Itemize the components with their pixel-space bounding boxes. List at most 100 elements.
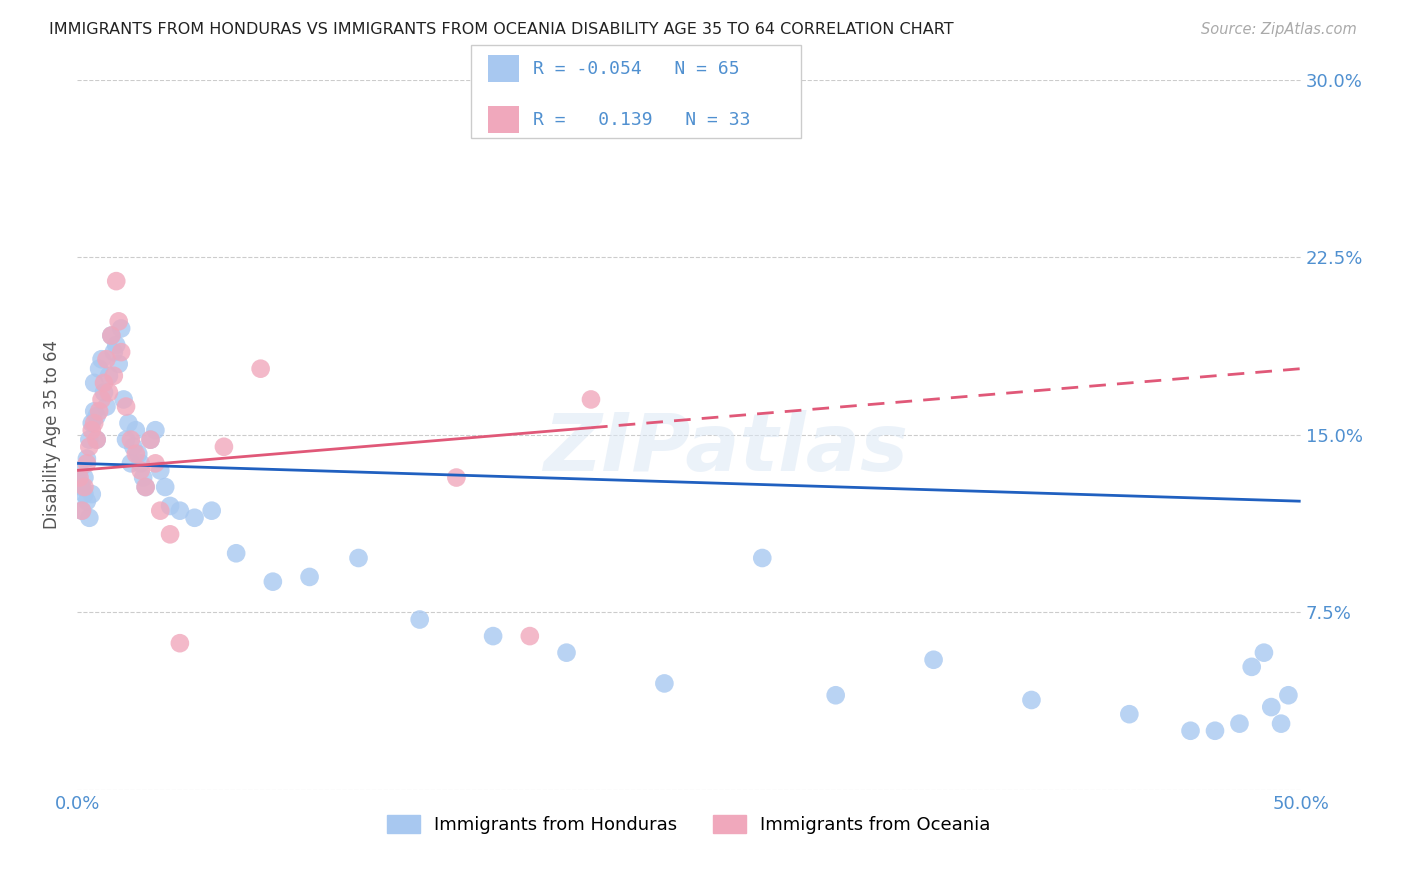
Point (149, 504, 172, 518)
Point (129, 456, 152, 470)
Point (100, 328, 122, 343)
Point (69, 470, 91, 484)
Point (86, 433, 108, 447)
Point (87, 404, 110, 418)
Point (824, 688, 846, 702)
Point (1204, 723, 1226, 738)
Point (120, 456, 142, 470)
Point (446, 470, 468, 484)
Point (83, 404, 105, 418)
Point (105, 338, 128, 352)
Point (70, 504, 93, 518)
Point (80, 487, 103, 501)
Point (1270, 716, 1292, 731)
Point (654, 676, 676, 690)
Point (145, 456, 167, 470)
Point (70, 504, 93, 518)
Point (79, 440, 101, 454)
Point (105, 274, 128, 288)
Point (159, 527, 181, 541)
Point (79, 510, 101, 524)
Point (169, 504, 191, 518)
Point (1021, 693, 1043, 707)
Point (1118, 707, 1140, 722)
Point (97, 385, 120, 400)
Point (100, 328, 122, 343)
Point (579, 392, 602, 407)
Point (69, 475, 91, 490)
Point (110, 321, 132, 335)
Point (83, 416, 105, 430)
Point (153, 480, 176, 494)
Point (93, 376, 115, 390)
Legend: Immigrants from Honduras, Immigrants from Oceania: Immigrants from Honduras, Immigrants fro… (387, 814, 991, 834)
Point (86, 409, 108, 423)
Point (73, 480, 96, 494)
Point (79, 433, 101, 447)
Point (482, 629, 505, 643)
Point (107, 357, 129, 371)
Point (922, 653, 945, 667)
Point (298, 570, 321, 584)
Point (132, 470, 155, 484)
Point (97, 368, 120, 383)
Point (127, 447, 149, 461)
Point (96, 400, 118, 414)
Text: IMMIGRANTS FROM HONDURAS VS IMMIGRANTS FROM OCEANIA DISABILITY AGE 35 TO 64 CORR: IMMIGRANTS FROM HONDURAS VS IMMIGRANTS F… (49, 22, 953, 37)
Point (103, 345, 125, 359)
Point (122, 440, 145, 454)
Point (347, 551, 370, 566)
Point (90, 392, 112, 407)
Point (139, 433, 162, 447)
Point (169, 636, 191, 650)
Point (249, 361, 271, 376)
Point (73, 487, 96, 501)
Point (83, 376, 105, 390)
Point (212, 440, 235, 454)
Point (76, 451, 98, 466)
Text: Source: ZipAtlas.com: Source: ZipAtlas.com (1201, 22, 1357, 37)
Text: R =   0.139   N = 33: R = 0.139 N = 33 (533, 111, 751, 128)
Point (1240, 660, 1263, 674)
Point (86, 433, 108, 447)
Point (70, 480, 93, 494)
Point (90, 352, 112, 367)
Point (93, 385, 115, 400)
Y-axis label: Disability Age 35 to 64: Disability Age 35 to 64 (44, 341, 60, 530)
Point (107, 314, 129, 328)
Point (103, 368, 125, 383)
Point (115, 400, 138, 414)
Point (120, 433, 142, 447)
Point (159, 499, 181, 513)
Point (183, 510, 205, 524)
Point (555, 646, 578, 660)
Point (1260, 700, 1282, 714)
Point (1253, 646, 1275, 660)
Point (80, 416, 103, 430)
Point (110, 345, 132, 359)
Point (519, 629, 541, 643)
Point (117, 416, 139, 430)
Point (408, 613, 430, 627)
Point (1180, 723, 1202, 738)
Point (115, 433, 138, 447)
Point (76, 494, 98, 508)
Point (87, 361, 110, 376)
Point (112, 392, 135, 407)
Point (1277, 688, 1299, 702)
Point (129, 463, 152, 477)
Point (96, 352, 118, 367)
Point (125, 423, 148, 437)
Point (80, 423, 103, 437)
Point (751, 551, 773, 566)
Point (69, 463, 91, 477)
Point (73, 470, 96, 484)
Point (135, 480, 157, 494)
Point (149, 463, 172, 477)
Point (225, 546, 247, 560)
Point (1229, 716, 1251, 731)
Point (201, 504, 224, 518)
Point (145, 423, 167, 437)
Point (125, 447, 148, 461)
Point (139, 433, 162, 447)
